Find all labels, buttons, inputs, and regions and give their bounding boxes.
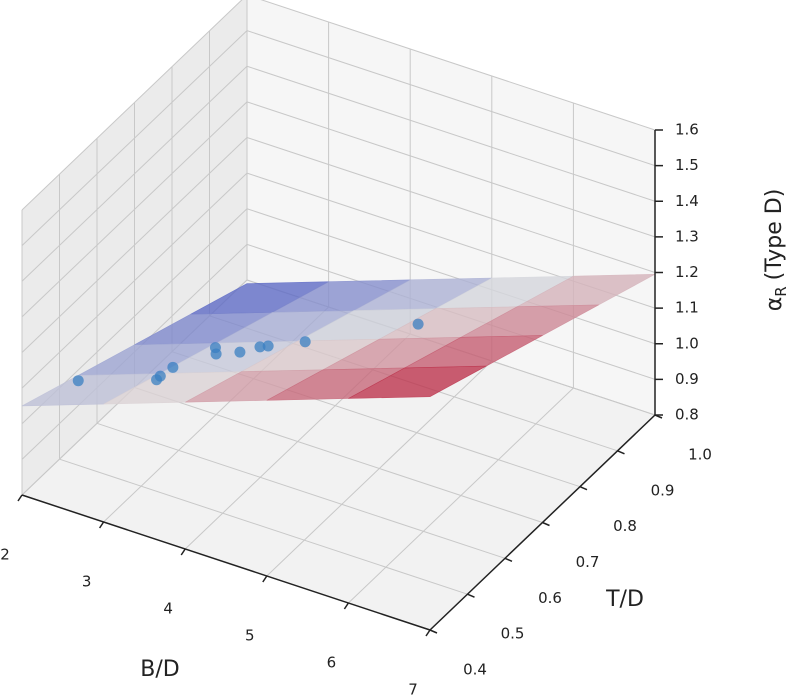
surface-patch bbox=[348, 365, 487, 399]
grid-line bbox=[246, 30, 656, 167]
scatter-point bbox=[72, 375, 84, 387]
scatter-point bbox=[209, 342, 221, 354]
x-axis-label: B/D bbox=[140, 657, 179, 682]
y-tick bbox=[504, 557, 513, 563]
scatter-point bbox=[412, 318, 424, 330]
z-tick-label: 1.2 bbox=[675, 263, 699, 281]
x-tick bbox=[180, 548, 186, 556]
z-tick-label: 1.6 bbox=[675, 121, 699, 139]
x-tick bbox=[343, 602, 350, 610]
y-tick bbox=[617, 450, 625, 455]
x-tick-label: 3 bbox=[82, 573, 92, 591]
grid-line bbox=[21, 0, 243, 211]
grid-line bbox=[21, 30, 248, 246]
scatter-point bbox=[234, 346, 246, 358]
y-tick bbox=[429, 629, 438, 634]
scatter-point bbox=[154, 370, 166, 382]
grid-line bbox=[246, 65, 656, 202]
x-tick-label: 5 bbox=[245, 627, 255, 645]
scatter-point bbox=[254, 341, 266, 353]
y-tick-label: 0.5 bbox=[501, 625, 525, 643]
grid-line bbox=[134, 387, 543, 523]
grid-line bbox=[21, 137, 248, 353]
y-tick bbox=[467, 593, 475, 598]
z-tick-label: 1.4 bbox=[675, 192, 699, 210]
grid-line bbox=[246, 208, 656, 345]
y-axis-line bbox=[429, 414, 656, 631]
z-axis-label: αR (Type D) bbox=[762, 189, 790, 312]
z-label-text: (Type D) bbox=[762, 189, 787, 281]
y-tick bbox=[542, 521, 550, 527]
grid-line bbox=[246, 137, 656, 273]
z-label-subscript: R bbox=[772, 286, 790, 296]
z-tick-label: 1.1 bbox=[675, 299, 699, 317]
y-tick-label: 1.0 bbox=[688, 446, 712, 464]
y-tick-label: 0.6 bbox=[538, 589, 562, 607]
x-tick bbox=[262, 575, 268, 583]
x-tick-label: 4 bbox=[163, 600, 173, 618]
grid-line bbox=[21, 65, 248, 282]
y-axis-label: T/D bbox=[605, 587, 644, 612]
scatter-points bbox=[72, 318, 424, 387]
y-tick-label: 0.8 bbox=[613, 517, 637, 535]
y-tick-label: 0.9 bbox=[651, 481, 675, 499]
z-tick-label: 1.5 bbox=[675, 156, 699, 174]
grid-line bbox=[59, 458, 468, 595]
z-tick-label: 1.3 bbox=[675, 227, 699, 245]
grid-line bbox=[96, 422, 506, 559]
z-tick-label: 1.0 bbox=[675, 334, 699, 352]
z-tick-label: 0.9 bbox=[675, 370, 699, 388]
y-tick-label: 0.7 bbox=[576, 553, 600, 571]
x-tick bbox=[17, 494, 23, 502]
z-tick-label: 0.8 bbox=[675, 406, 699, 424]
x-tick bbox=[425, 629, 431, 637]
x-tick-label: 2 bbox=[0, 546, 10, 564]
grid-line bbox=[21, 101, 248, 318]
grid-line bbox=[246, 101, 656, 238]
x-tick-label: 7 bbox=[408, 681, 418, 697]
x-tick bbox=[98, 521, 105, 529]
y-tick-label: 0.4 bbox=[463, 661, 487, 679]
scatter-point bbox=[262, 340, 274, 352]
z-label-symbol: α bbox=[762, 297, 787, 312]
y-tick bbox=[579, 485, 588, 491]
scatter-point bbox=[299, 336, 311, 348]
scatter-point bbox=[167, 361, 179, 373]
grid-line bbox=[260, 0, 656, 131]
x-axis-line bbox=[21, 494, 431, 631]
axes: 2 3 4 5 6 7 0.4 0.5 0.6 0.7 0.8 0.9 1.0 0.8 0.9 1.0 1.1 1… bbox=[0, 121, 712, 697]
grid-line bbox=[21, 172, 248, 389]
x-tick-label: 6 bbox=[327, 654, 337, 672]
